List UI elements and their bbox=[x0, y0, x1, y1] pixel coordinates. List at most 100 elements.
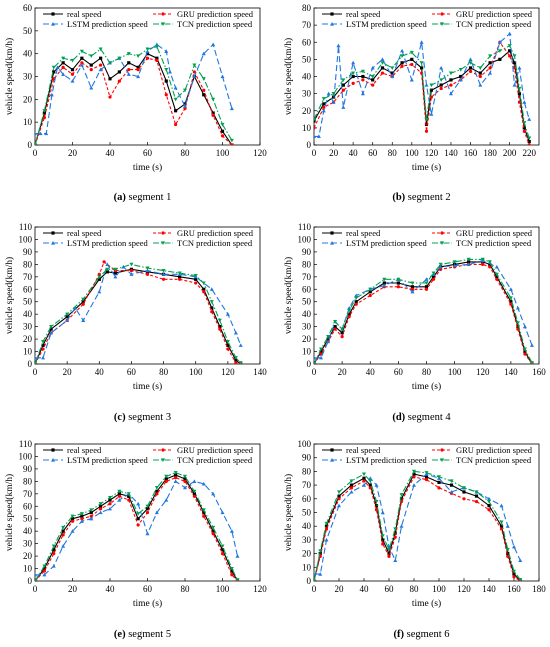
data-point bbox=[126, 52, 131, 56]
series-line-3 bbox=[314, 260, 533, 359]
series-line-2 bbox=[35, 57, 233, 145]
data-point bbox=[89, 508, 94, 513]
data-point bbox=[399, 493, 404, 497]
data-point bbox=[49, 327, 53, 331]
data-point bbox=[333, 327, 337, 331]
data-point bbox=[164, 477, 168, 481]
data-point bbox=[220, 122, 225, 127]
data-point bbox=[474, 499, 479, 504]
data-point bbox=[362, 479, 366, 483]
x-tick-label: 100 bbox=[432, 584, 446, 594]
y-tick-label: 0 bbox=[307, 140, 312, 150]
data-point bbox=[70, 72, 75, 76]
series-line-4 bbox=[314, 258, 533, 364]
data-point bbox=[201, 508, 206, 513]
caption-text: segment 3 bbox=[126, 412, 172, 423]
data-point bbox=[349, 489, 354, 494]
data-point bbox=[466, 257, 471, 262]
series-line-1 bbox=[35, 53, 233, 145]
data-point bbox=[97, 289, 102, 294]
data-point bbox=[439, 65, 444, 70]
caption-text: segment 5 bbox=[126, 629, 172, 640]
data-point bbox=[487, 499, 491, 504]
legend-marker bbox=[330, 458, 334, 462]
legend-item: TCN prediction speed bbox=[432, 238, 532, 248]
data-point bbox=[314, 117, 316, 122]
data-point bbox=[234, 361, 238, 364]
data-point bbox=[193, 273, 198, 278]
data-point bbox=[89, 68, 93, 72]
data-point bbox=[113, 274, 118, 279]
data-point bbox=[73, 305, 78, 310]
legend-marker bbox=[440, 448, 444, 452]
y-axis-label: vehicle speed(km/h) bbox=[4, 474, 15, 551]
data-point bbox=[173, 97, 178, 102]
y-axis-label: vehicle speed(km/h) bbox=[4, 257, 15, 334]
data-point bbox=[505, 547, 510, 552]
data-point bbox=[326, 91, 331, 96]
x-axis-label: time (s) bbox=[412, 381, 441, 392]
data-point bbox=[211, 532, 215, 536]
data-point bbox=[233, 330, 238, 335]
y-tick-label: 80 bbox=[302, 3, 312, 13]
data-point bbox=[380, 71, 385, 75]
data-point bbox=[512, 66, 517, 70]
data-point bbox=[65, 318, 70, 323]
data-point bbox=[462, 486, 466, 490]
data-point bbox=[192, 492, 196, 496]
legend-marker bbox=[51, 458, 55, 462]
legend-label: TCN prediction speed bbox=[177, 238, 253, 248]
data-point bbox=[201, 77, 206, 81]
data-point bbox=[396, 285, 400, 289]
data-point bbox=[183, 88, 187, 93]
data-point bbox=[518, 578, 523, 581]
data-point bbox=[230, 143, 234, 145]
data-point bbox=[396, 277, 401, 282]
y-tick-label: 0 bbox=[307, 576, 312, 586]
y-tick-label: 50 bbox=[302, 508, 312, 518]
series-line-1 bbox=[35, 474, 238, 581]
data-point bbox=[230, 569, 234, 573]
y-tick-label: 0 bbox=[28, 576, 33, 586]
data-point bbox=[370, 65, 375, 70]
data-point bbox=[382, 277, 387, 282]
data-point bbox=[211, 529, 215, 533]
legend-label: TCN prediction speed bbox=[177, 19, 253, 29]
data-point bbox=[381, 538, 385, 542]
series-line-3 bbox=[314, 473, 521, 575]
data-point bbox=[129, 262, 134, 267]
x-tick-label: 140 bbox=[482, 584, 496, 594]
data-point bbox=[324, 537, 329, 542]
data-point bbox=[368, 287, 373, 292]
y-tick-label: 10 bbox=[23, 564, 33, 574]
y-axis-label: vehicle speed(km/h) bbox=[4, 38, 15, 115]
x-tick-label: 0 bbox=[312, 367, 317, 377]
y-tick-label: 30 bbox=[302, 535, 312, 545]
data-point bbox=[424, 478, 429, 482]
legend-marker bbox=[51, 22, 55, 26]
x-axis-label: time (s) bbox=[133, 598, 162, 609]
data-point bbox=[318, 549, 323, 553]
data-point bbox=[459, 74, 463, 79]
legend-label: TCN prediction speed bbox=[177, 455, 253, 465]
data-point bbox=[218, 325, 222, 329]
y-tick-label: 0 bbox=[28, 359, 33, 369]
data-point bbox=[518, 558, 523, 563]
x-tick-label: 0 bbox=[33, 584, 38, 594]
y-tick-label: 60 bbox=[23, 3, 33, 13]
data-point bbox=[65, 312, 70, 317]
data-point bbox=[41, 347, 45, 351]
legend-item: LSTM prediction speed bbox=[322, 455, 427, 465]
data-point bbox=[448, 91, 453, 96]
x-tick-label: 100 bbox=[216, 584, 230, 594]
data-point bbox=[448, 71, 453, 76]
data-point bbox=[202, 287, 206, 291]
data-point bbox=[211, 491, 216, 496]
chart-panel-3: 0 20 40 60 80 100 120 1400102030405060708090100… bbox=[4, 222, 267, 423]
data-point bbox=[380, 57, 385, 61]
legend-label: GRU prediction speed bbox=[456, 228, 533, 238]
data-point bbox=[42, 116, 46, 120]
y-tick-label: 110 bbox=[298, 222, 312, 232]
data-point bbox=[390, 74, 395, 79]
y-tick-label: 100 bbox=[298, 439, 312, 449]
